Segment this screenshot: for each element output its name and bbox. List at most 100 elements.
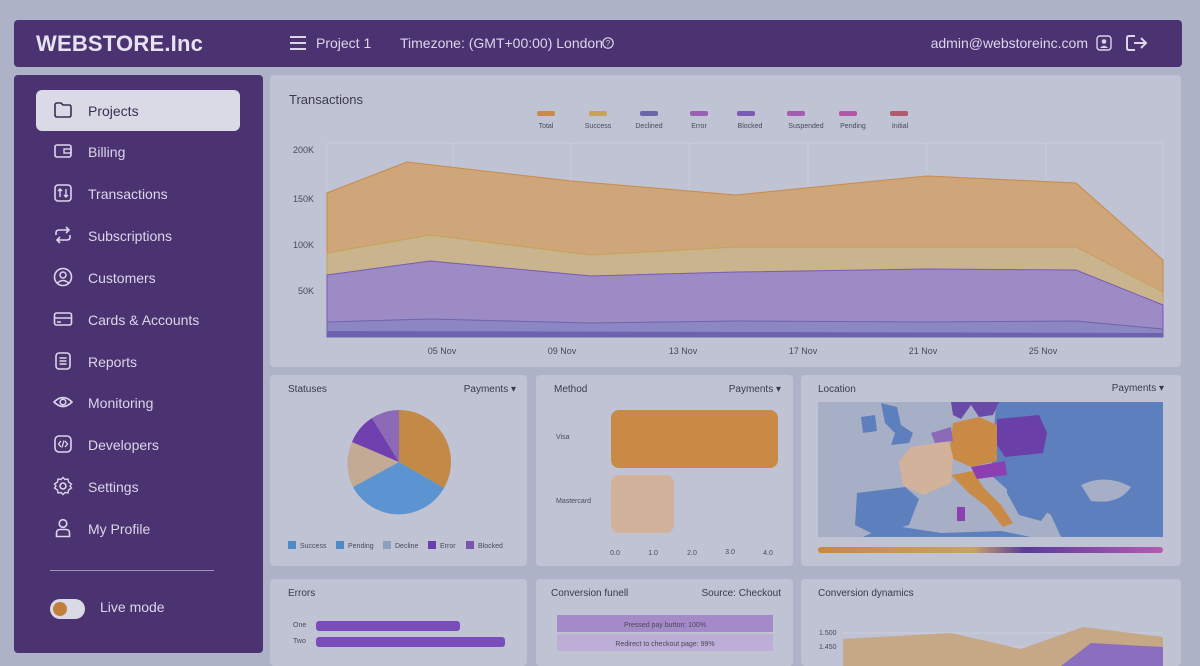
map-region-black-sea [1081, 479, 1131, 502]
pie-legend: Success Pending Decline Error Blocked [288, 541, 503, 550]
sidebar-item-settings[interactable]: Settings [36, 466, 240, 507]
y-tick: 1.500 [819, 630, 837, 637]
sidebar-item-projects[interactable]: Projects [36, 90, 240, 131]
logout-icon[interactable] [1126, 34, 1148, 52]
method-dropdown[interactable]: Payments ▾ [728, 384, 781, 395]
conversion-dynamics-card: Conversion dynamics 1.500 1.450 [801, 579, 1181, 666]
sidebar-divider [50, 570, 214, 571]
sidebar-item-cards-accounts[interactable]: Cards & Accounts [36, 299, 240, 340]
funnel-step-bar [557, 615, 773, 632]
pie-slice-blocked [372, 410, 399, 462]
card-title: Transactions [289, 92, 363, 107]
live-mode-toggle[interactable] [50, 599, 85, 619]
help-icon[interactable]: ? [602, 37, 614, 49]
funnel-step-label: Pressed pay button: 100% [624, 622, 706, 629]
user-icon[interactable] [1096, 35, 1112, 51]
europe-map [818, 402, 1163, 553]
sidebar-item-label: Customers [88, 270, 156, 286]
legend-swatch [839, 111, 857, 116]
sidebar-item-label: Transactions [88, 186, 168, 202]
top-bar: WEBSTORE.Inc Project 1 Timezone: (GMT+00… [14, 20, 1182, 67]
live-mode-label: Live mode [100, 599, 165, 615]
sidebar-item-label: Cards & Accounts [88, 312, 200, 328]
sidebar-item-customers[interactable]: Customers [36, 257, 240, 298]
map-region-africa [863, 525, 1031, 537]
map-region-sardinia [957, 507, 965, 521]
map-region-ireland [861, 415, 877, 433]
sidebar-item-my-profile[interactable]: My Profile [36, 508, 240, 549]
legend-swatch [288, 541, 296, 549]
errors-bar-chart: One Two [293, 621, 505, 647]
chart-legend: Total Success Declined Error Blocked Sus… [537, 111, 909, 130]
sidebar-item-label: Developers [88, 437, 159, 453]
map-color-scale [818, 547, 1163, 553]
bar-mastercard [611, 475, 674, 533]
sidebar-item-billing[interactable]: Billing [36, 131, 240, 172]
card-title: Errors [288, 588, 316, 599]
sidebar-item-developers[interactable]: Developers [36, 424, 240, 465]
sidebar-item-reports[interactable]: Reports [36, 341, 240, 382]
map-region-france [899, 441, 953, 495]
eye-icon [53, 396, 73, 408]
sidebar-item-label: My Profile [88, 521, 151, 537]
funnel-source: Source: Checkout [701, 588, 782, 599]
sidebar-item-transactions[interactable]: Transactions [36, 173, 240, 214]
sidebar-item-monitoring[interactable]: Monitoring [36, 382, 240, 423]
legend-swatch [890, 111, 908, 116]
statuses-dropdown[interactable]: Payments ▾ [463, 384, 516, 395]
person-icon [55, 518, 71, 538]
sidebar-item-label: Reports [88, 354, 138, 370]
project-selector[interactable]: Project 1 [316, 35, 372, 51]
card-title: Conversion funell [551, 588, 629, 599]
dynamics-area-secondary [1061, 643, 1163, 666]
toggle-knob [53, 602, 67, 616]
hamburger-menu-icon[interactable] [290, 36, 306, 50]
statuses-pie-chart: Success Pending Decline Error Blocked [288, 410, 503, 550]
map-region-balkans [1007, 469, 1057, 521]
sidebar-item-subscriptions[interactable]: Subscriptions [36, 215, 240, 256]
x-tick: 21 Nov [909, 346, 938, 356]
x-axis-ticks: 05 Nov 09 Nov 13 Nov 17 Nov 21 Nov 25 No… [428, 346, 1058, 356]
folder-icon [54, 102, 72, 118]
brand-logo: WEBSTORE.Inc [36, 31, 204, 56]
transactions-chart: Total Success Declined Error Blocked Sus… [293, 111, 1164, 356]
method-card: Method Payments ▾ Visa Mastercard 0.0 1.… [536, 375, 793, 566]
legend-label: Pending [840, 123, 866, 130]
funnel-step-bar [557, 634, 773, 651]
statuses-card: Statuses Payments ▾ Success Pending Decl… [270, 375, 527, 566]
y-tick: 100K [293, 240, 314, 250]
x-tick: 09 Nov [548, 346, 577, 356]
x-tick: 3.0 [725, 549, 735, 556]
y-axis-ticks: 200K 150K 100K 50K [293, 145, 314, 296]
card-title: Statuses [288, 384, 327, 395]
x-tick: 1.0 [648, 550, 658, 557]
code-icon [54, 435, 72, 453]
legend-swatch [589, 111, 607, 116]
errors-card: Errors One Two [270, 579, 527, 666]
legend-label: Error [691, 123, 707, 130]
user-email: admin@webstoreinc.com [930, 35, 1088, 51]
sidebar-item-label: Monitoring [88, 395, 154, 411]
pie-slice-success [399, 410, 451, 488]
legend-swatch [737, 111, 755, 116]
legend-label: Success [585, 123, 612, 130]
x-tick: 13 Nov [669, 346, 698, 356]
pie-slice-error [352, 418, 399, 462]
sidebar: Projects Billing Transactions Subscripti… [14, 75, 263, 653]
y-tick: 1.450 [819, 644, 837, 651]
legend-swatch [383, 541, 391, 549]
bar-label: One [293, 622, 306, 629]
transactions-card: Transactions Total Success Declined Erro… [270, 75, 1181, 367]
legend-swatch [537, 111, 555, 116]
svg-text:?: ? [606, 39, 611, 48]
legend-swatch [640, 111, 658, 116]
map-region-scandinavia [951, 402, 999, 419]
gear-icon [53, 476, 73, 496]
location-dropdown[interactable]: Payments ▾ [1111, 383, 1164, 394]
x-tick: 0.0 [610, 550, 620, 557]
pie-slice-pending [353, 462, 444, 515]
map-region-austria [971, 461, 1007, 479]
conversion-funnel-card: Conversion funell Source: Checkout Press… [536, 579, 793, 666]
x-tick: 25 Nov [1029, 346, 1058, 356]
y-tick: 200K [293, 145, 314, 155]
